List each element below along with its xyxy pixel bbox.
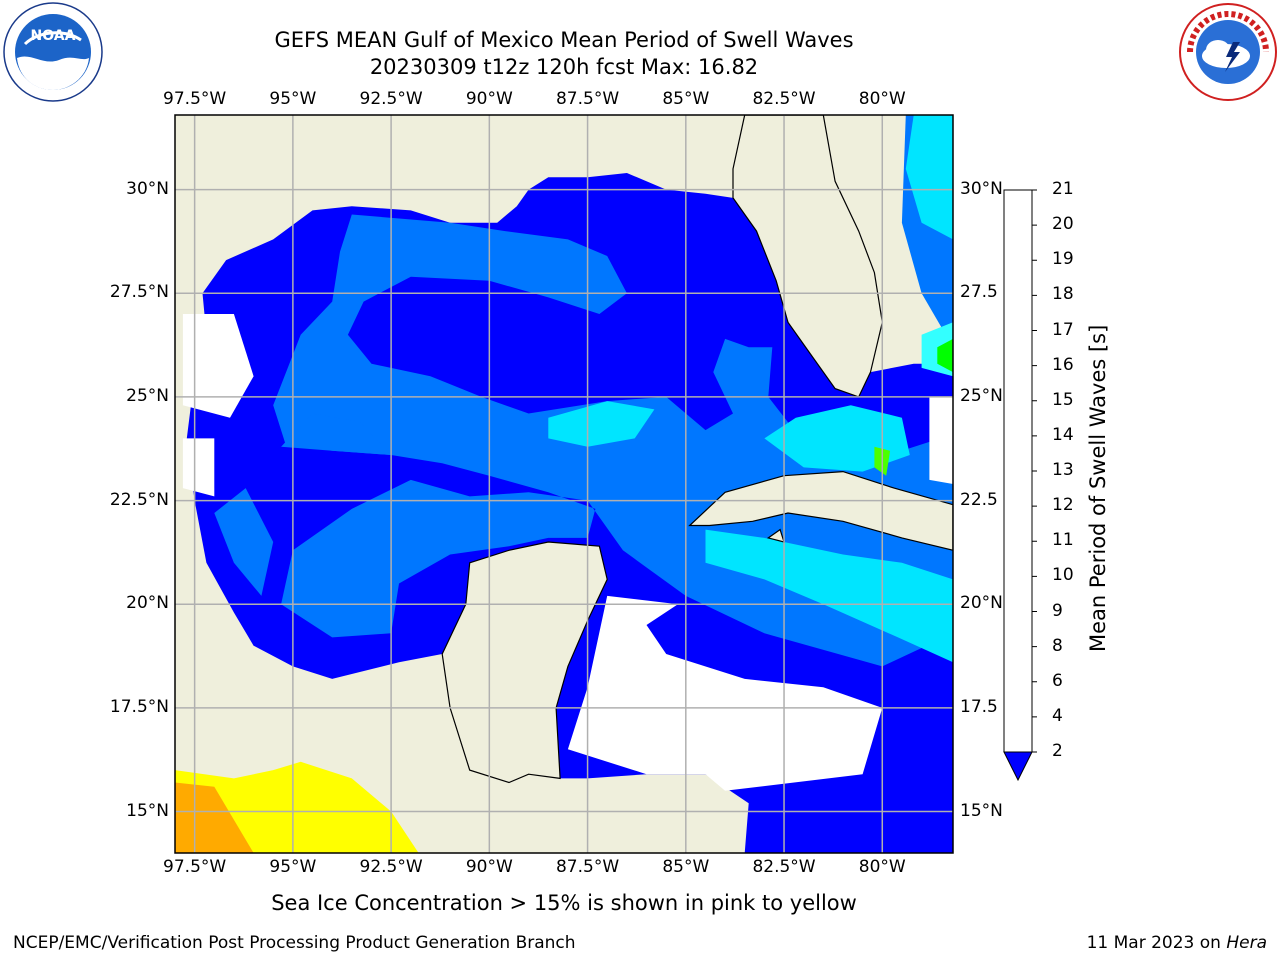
footer-credit: NCEP/EMC/Verification Post Processing Pr… <box>13 933 576 953</box>
colorbar-tick-label: 21 <box>1052 179 1074 199</box>
swell-medium-west <box>214 488 274 596</box>
lon-tick-bottom: 85°W <box>662 857 710 877</box>
nodata-bahamas <box>929 396 953 484</box>
land-florida <box>732 115 883 398</box>
map-layers <box>175 115 953 853</box>
lon-tick-top: 95°W <box>269 89 317 109</box>
lat-tick-left: 22.5°N <box>109 489 169 510</box>
lon-tick-top: 82.5°W <box>752 89 816 109</box>
land-isla-juventud <box>766 528 785 543</box>
colorbar-tick-label: 17 <box>1052 319 1074 340</box>
swell-cyan-atlantic <box>905 115 953 240</box>
colorbar-extend-min <box>1003 751 1033 782</box>
lat-tick-left: 30°N <box>126 178 169 199</box>
lon-tick-top: 97.5°W <box>163 89 227 109</box>
svg-text:NOAA: NOAA <box>31 28 76 44</box>
colorbar-tick-label: 10 <box>1052 565 1074 586</box>
nodata-west-coast <box>182 314 254 418</box>
plot-title: GEFS MEAN Gulf of Mexico Mean Period of … <box>274 28 854 52</box>
lon-tick-bottom: 95°W <box>269 857 317 877</box>
colorbar-tick-label: 4 <box>1052 705 1063 726</box>
colorbar-tick-label: 16 <box>1052 354 1074 375</box>
lat-tick-left: 17.5°N <box>109 696 169 717</box>
lon-tick-top: 90°W <box>465 89 513 109</box>
lon-tick-top: 80°W <box>858 89 906 109</box>
footer-machine: Hera <box>1226 933 1267 953</box>
plot-subtitle: 20230309 t12z 120h fcst Max: 16.82 <box>369 55 759 79</box>
lon-tick-bottom: 97.5°W <box>163 857 227 877</box>
lon-tick-top: 92.5°W <box>359 89 423 109</box>
lat-tick-right: 15°N <box>960 800 1003 821</box>
colorbar-tick-label: 12 <box>1052 495 1074 516</box>
lat-tick-right: 22.5 <box>960 489 998 510</box>
lat-tick-right: 20°N <box>960 593 1003 614</box>
colorbar-tick-label: 19 <box>1052 249 1074 270</box>
lat-tick-right: 25°N <box>960 385 1003 406</box>
lon-tick-bottom: 80°W <box>858 857 906 877</box>
lat-tick-left: 15°N <box>126 800 169 821</box>
lon-tick-bottom: 82.5°W <box>752 857 816 877</box>
swell-green-bahamas <box>937 338 953 373</box>
lon-tick-top: 85°W <box>662 89 710 109</box>
colorbar-tick-label: 15 <box>1052 389 1074 410</box>
colorbar-tick-label: 9 <box>1052 600 1063 621</box>
lat-tick-left: 27.5°N <box>109 282 169 303</box>
footer-date: 11 Mar 2023 on Hera <box>1087 933 1267 953</box>
swell-cyan-straits <box>764 405 910 472</box>
swell-cyan-caribbean <box>705 529 953 663</box>
colorbar-tick-label: 8 <box>1052 635 1063 656</box>
footer-date-text: 11 Mar 2023 on <box>1086 933 1227 953</box>
lon-tick-bottom: 92.5°W <box>359 857 423 877</box>
swell-dark-se <box>882 728 953 853</box>
colorbar-tick-label: 11 <box>1052 530 1074 551</box>
sea-ice-note: Sea Ice Concentration > 15% is shown in … <box>271 891 857 915</box>
colorbar-tick-label: 18 <box>1052 284 1074 305</box>
colorbar-tick-label: 13 <box>1052 460 1074 480</box>
colorbar-tick-label: 14 <box>1052 424 1074 445</box>
lat-tick-right: 17.5 <box>960 696 998 717</box>
map-frame <box>174 114 954 854</box>
swell-medium-patch <box>281 413 392 455</box>
land-yucatan <box>441 541 608 784</box>
colorbar-tick-label: 6 <box>1052 670 1063 691</box>
swell-cyan-central <box>548 401 655 447</box>
lon-tick-bottom: 90°W <box>465 857 513 877</box>
nodata-caribbean <box>567 595 883 791</box>
lat-tick-right: 30°N <box>960 178 1003 199</box>
colorbar-tick-label: 2 <box>1052 741 1063 761</box>
lat-tick-right: 27.5 <box>960 282 998 303</box>
lon-tick-top: 87.5°W <box>555 89 620 109</box>
nws-logo-icon <box>1179 3 1277 101</box>
noaa-logo-icon: NOAA <box>3 2 103 102</box>
nodata-west-coast-2 <box>182 438 215 497</box>
colorbar-tick-label: 20 <box>1052 214 1074 235</box>
lat-tick-left: 25°N <box>126 385 169 406</box>
lon-tick-bottom: 87.5°W <box>555 857 620 877</box>
colorbar-frame <box>1003 189 1033 753</box>
lat-tick-left: 20°N <box>126 593 169 614</box>
